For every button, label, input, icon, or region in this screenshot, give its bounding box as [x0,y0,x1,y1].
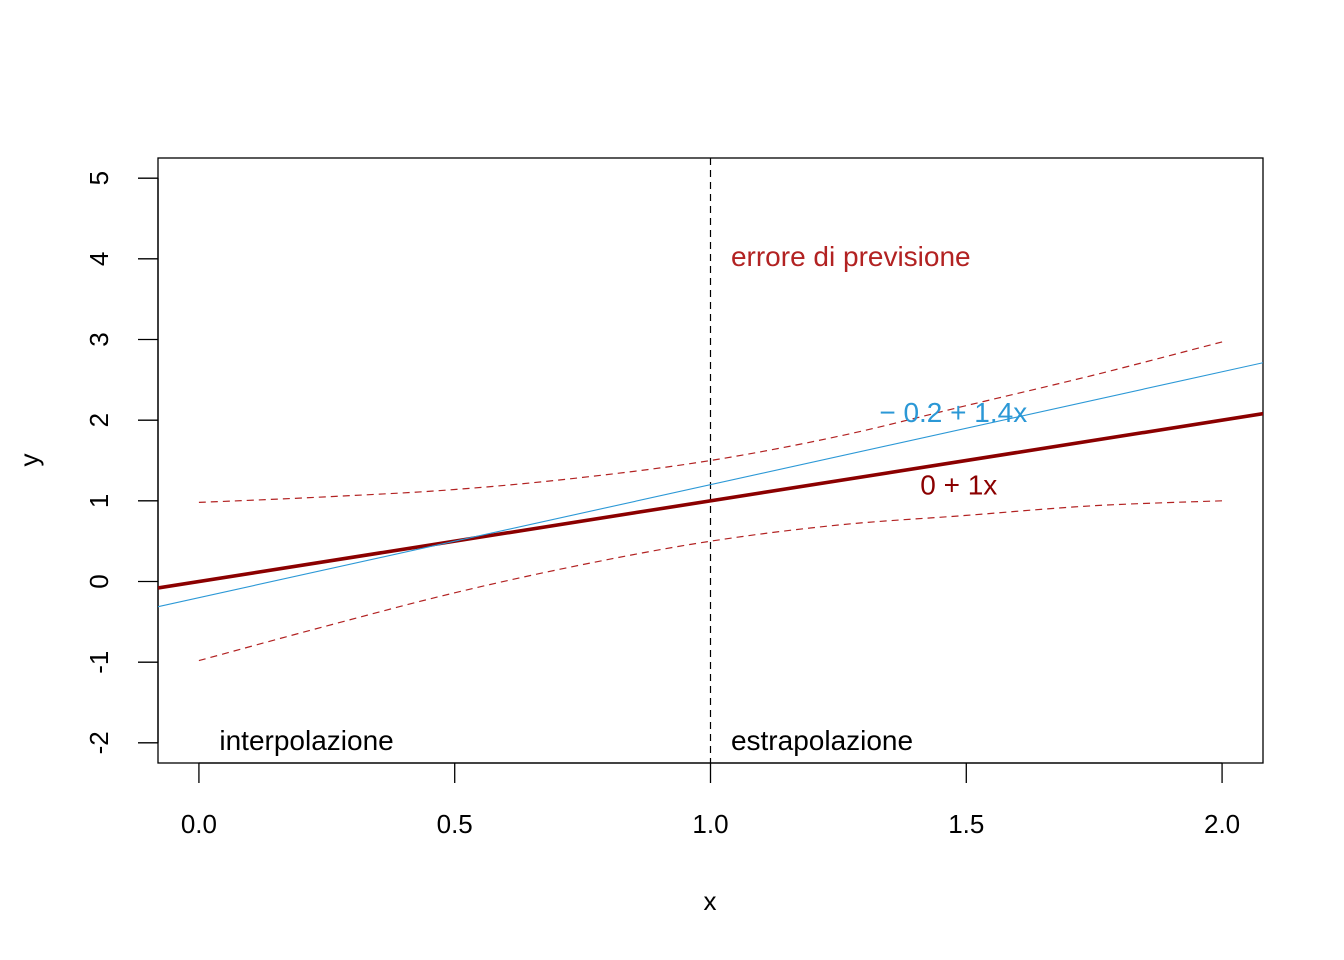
x-axis-title: x [704,886,717,916]
y-tick-label: -1 [84,651,114,674]
y-axis: -2 -1 0 1 2 3 4 5 [84,171,159,754]
y-tick-label: 5 [84,171,114,185]
annotation-label: 0 + 1x [920,470,997,501]
plot-area [158,158,1263,763]
y-tick-label: 1 [84,494,114,508]
annotations: errore di previsione − 0.2 + 1.4x 0 + 1x in… [219,241,1027,756]
regression-line-2 [158,362,1263,608]
y-tick-label: 3 [84,332,114,346]
y-tick-label: 4 [84,252,114,266]
y-tick-label: 0 [84,574,114,588]
x-tick-label: 0.5 [437,809,473,839]
y-tick-label: 2 [84,413,114,427]
y-axis-title: y [14,454,44,467]
x-tick-label: 1.5 [948,809,984,839]
regression-line-1 [158,411,1263,590]
annotation-label: errore di previsione [731,241,971,272]
x-tick-label: 1.0 [692,809,728,839]
annotation-label: interpolazione [219,725,393,756]
prediction-band-upper [198,341,1223,503]
annotation-label: − 0.2 + 1.4x [879,397,1027,428]
annotation-label: estrapolazione [731,725,913,756]
x-tick-label: 2.0 [1204,809,1240,839]
prediction-band-lower [198,500,1223,662]
x-axis: 0.0 0.5 1.0 1.5 2.0 [181,762,1240,839]
x-tick-label: 0.0 [181,809,217,839]
y-tick-label: -2 [84,731,114,754]
